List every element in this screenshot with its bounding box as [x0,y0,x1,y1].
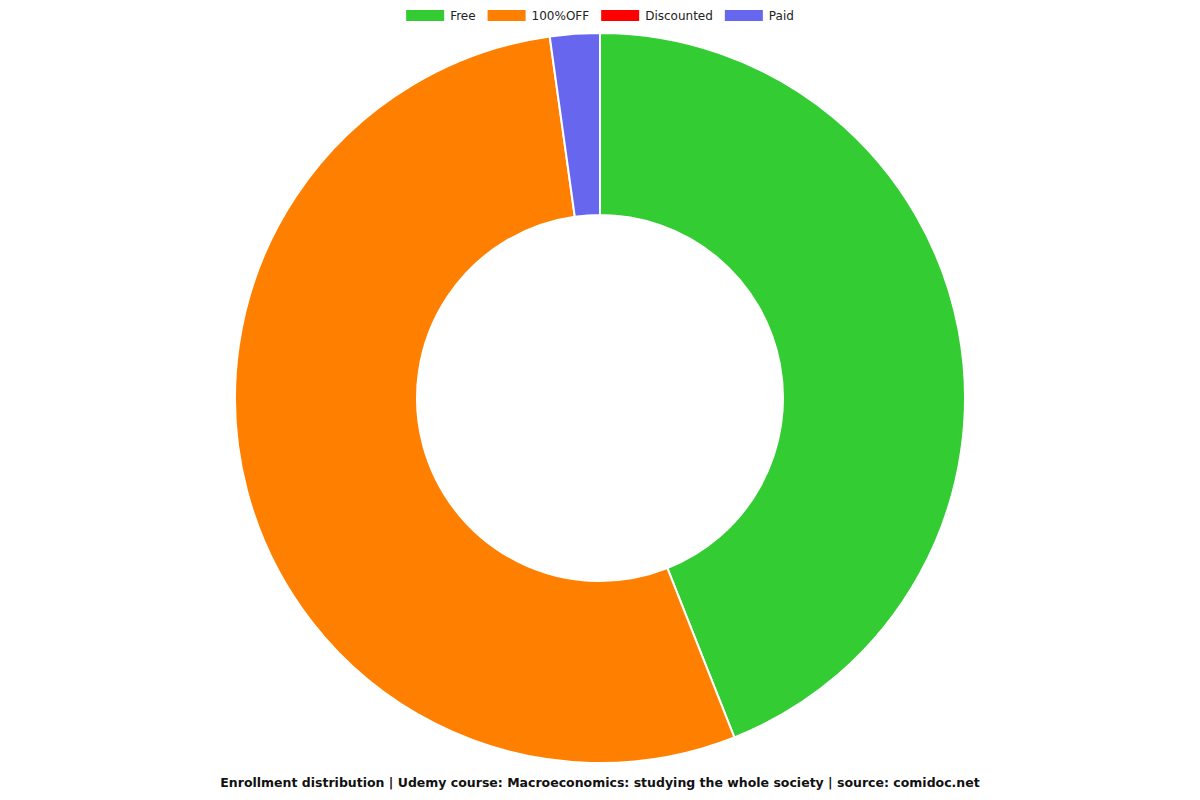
chart: Free 100%OFF Discounted Paid Enrollment dist… [0,0,1200,800]
slice [235,36,734,763]
legend-label: Paid [769,9,794,23]
title: Enrollment distribution | Udemy course: … [220,775,979,790]
legend: Free 100%OFF Discounted Paid [406,9,794,23]
legend-swatch [488,10,526,21]
legend-label: 100%OFF [532,9,590,23]
legend-swatch [601,10,639,21]
legend-swatch [725,10,763,21]
slice [550,33,600,217]
legend-label: Free [450,9,475,23]
slices [235,33,965,763]
legend-label: Discounted [645,9,713,23]
legend-swatch [406,10,444,21]
